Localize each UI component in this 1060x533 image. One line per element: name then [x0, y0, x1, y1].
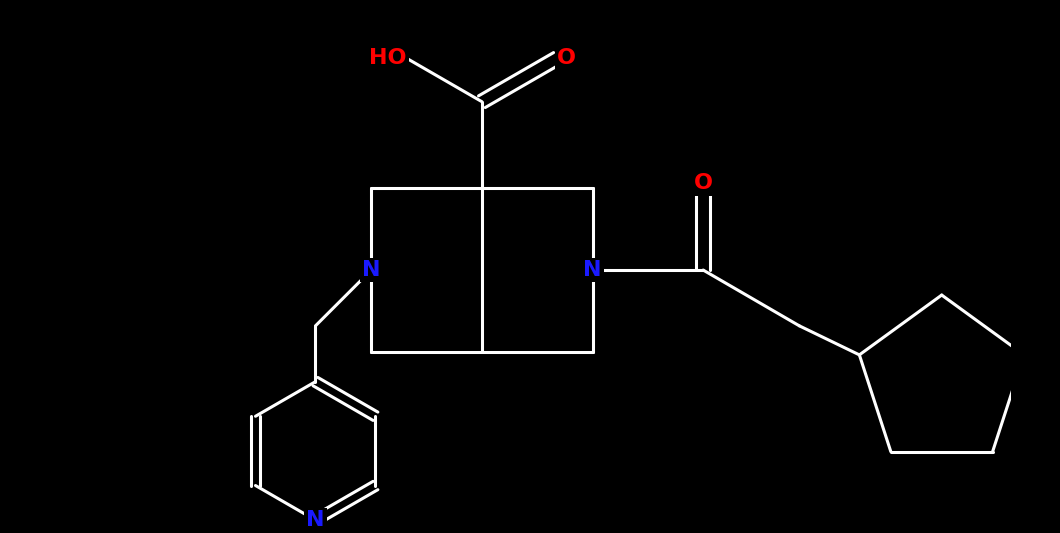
Text: HO: HO	[369, 49, 407, 68]
Text: N: N	[363, 260, 381, 280]
Text: O: O	[693, 173, 712, 193]
Text: N: N	[583, 260, 602, 280]
Text: O: O	[556, 49, 576, 68]
Text: N: N	[306, 510, 324, 530]
